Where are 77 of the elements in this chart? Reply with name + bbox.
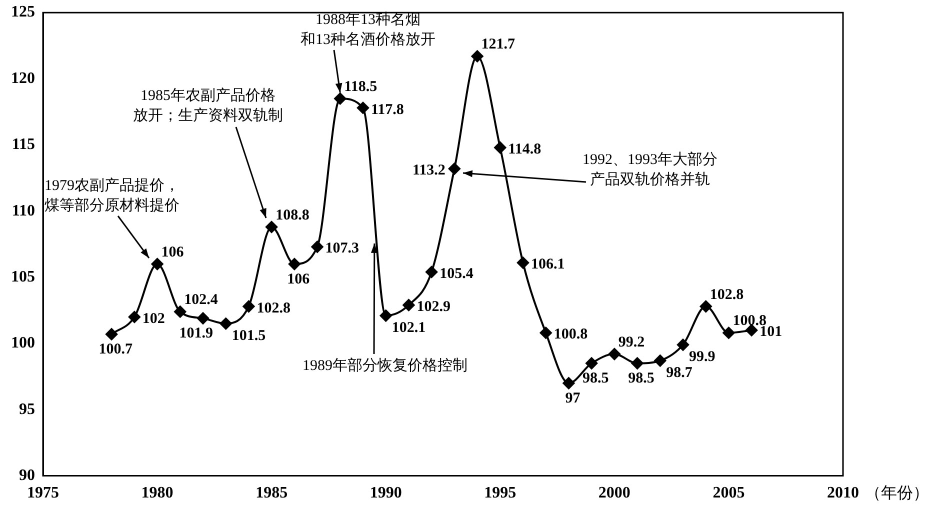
point xyxy=(174,306,186,318)
x-tick-label: 1980 xyxy=(141,484,174,502)
y-tick-label: 90 xyxy=(19,466,35,484)
y-tick-label: 115 xyxy=(12,136,35,154)
x-tick-label: 2000 xyxy=(598,484,630,502)
data-label: 97 xyxy=(565,390,581,407)
data-label: 102 xyxy=(142,310,165,327)
data-label: 114.8 xyxy=(508,141,542,158)
point xyxy=(562,377,575,390)
data-label: 102.1 xyxy=(392,320,426,336)
point xyxy=(700,300,712,312)
annotation: 1988年13种名烟和13种名酒价格放开 xyxy=(300,10,436,48)
point xyxy=(722,326,735,339)
y-tick-label: 125 xyxy=(11,4,35,21)
point xyxy=(586,357,598,370)
x-tick-label: 1975 xyxy=(27,484,59,502)
point xyxy=(266,220,278,233)
point xyxy=(402,299,415,312)
data-label: 113.2 xyxy=(412,162,446,179)
y-tick-label: 95 xyxy=(19,400,35,418)
data-label: 99.2 xyxy=(618,334,645,350)
point xyxy=(128,310,140,323)
point xyxy=(448,162,460,175)
point xyxy=(517,256,529,269)
x-tick-label: 1995 xyxy=(484,484,516,502)
data-label: 102.8 xyxy=(710,286,744,303)
point xyxy=(494,142,506,154)
y-tick-label: 100 xyxy=(11,334,35,352)
point xyxy=(654,354,666,367)
point xyxy=(151,258,164,270)
data-label: 108.8 xyxy=(276,207,310,224)
x-tick-label: 1990 xyxy=(370,484,402,502)
data-label: 106 xyxy=(287,271,310,288)
point xyxy=(220,318,232,330)
annotation: 1979农副产品提价，煤等部分原材料提价 xyxy=(44,176,180,214)
point xyxy=(540,326,552,339)
x-tick-label: 1985 xyxy=(256,484,288,502)
data-label: 102.9 xyxy=(416,298,450,315)
point xyxy=(288,258,300,270)
point xyxy=(311,240,324,253)
data-label: 99.9 xyxy=(689,349,716,366)
data-label: 102.8 xyxy=(256,300,290,316)
point xyxy=(242,300,255,312)
data-label: 98.7 xyxy=(666,365,693,382)
data-label: 105.4 xyxy=(440,266,474,282)
x-tick-label: 2005 xyxy=(712,484,745,502)
y-tick-label: 110 xyxy=(12,202,35,220)
data-label: 118.5 xyxy=(344,79,378,95)
point xyxy=(677,338,689,351)
point xyxy=(608,348,620,360)
data-label: 100.8 xyxy=(554,326,588,343)
x-tick-label: 2010 xyxy=(827,484,859,502)
data-label: 98.5 xyxy=(582,370,609,387)
point xyxy=(380,310,392,322)
data-label: 121.7 xyxy=(481,36,516,53)
point xyxy=(197,312,209,324)
data-label: 117.8 xyxy=(371,102,404,118)
data-label: 102.4 xyxy=(184,292,218,308)
data-label: 101.9 xyxy=(179,326,213,342)
point xyxy=(334,92,346,105)
data-label: 100.7 xyxy=(98,342,133,358)
data-label: 107.3 xyxy=(325,240,360,257)
point xyxy=(471,50,484,62)
annotation: 1992、1993年大部分产品双轨价格并轨 xyxy=(582,150,718,188)
data-label: 101.5 xyxy=(232,328,266,344)
data-label: 98.5 xyxy=(628,370,654,387)
annotation: 1985年农副产品价格放开；生产资料双轨制 xyxy=(133,86,283,124)
y-tick-label: 120 xyxy=(11,70,35,87)
point xyxy=(631,357,644,370)
x-axis-title: （年份） xyxy=(865,485,929,502)
y-tick-label: 105 xyxy=(11,268,35,286)
annotation: 1989年部分恢复价格控制 xyxy=(302,356,468,374)
point xyxy=(357,102,369,114)
point xyxy=(426,266,438,278)
data-label: 106 xyxy=(161,244,184,260)
point xyxy=(106,328,118,340)
data-label: 106.1 xyxy=(531,256,565,273)
